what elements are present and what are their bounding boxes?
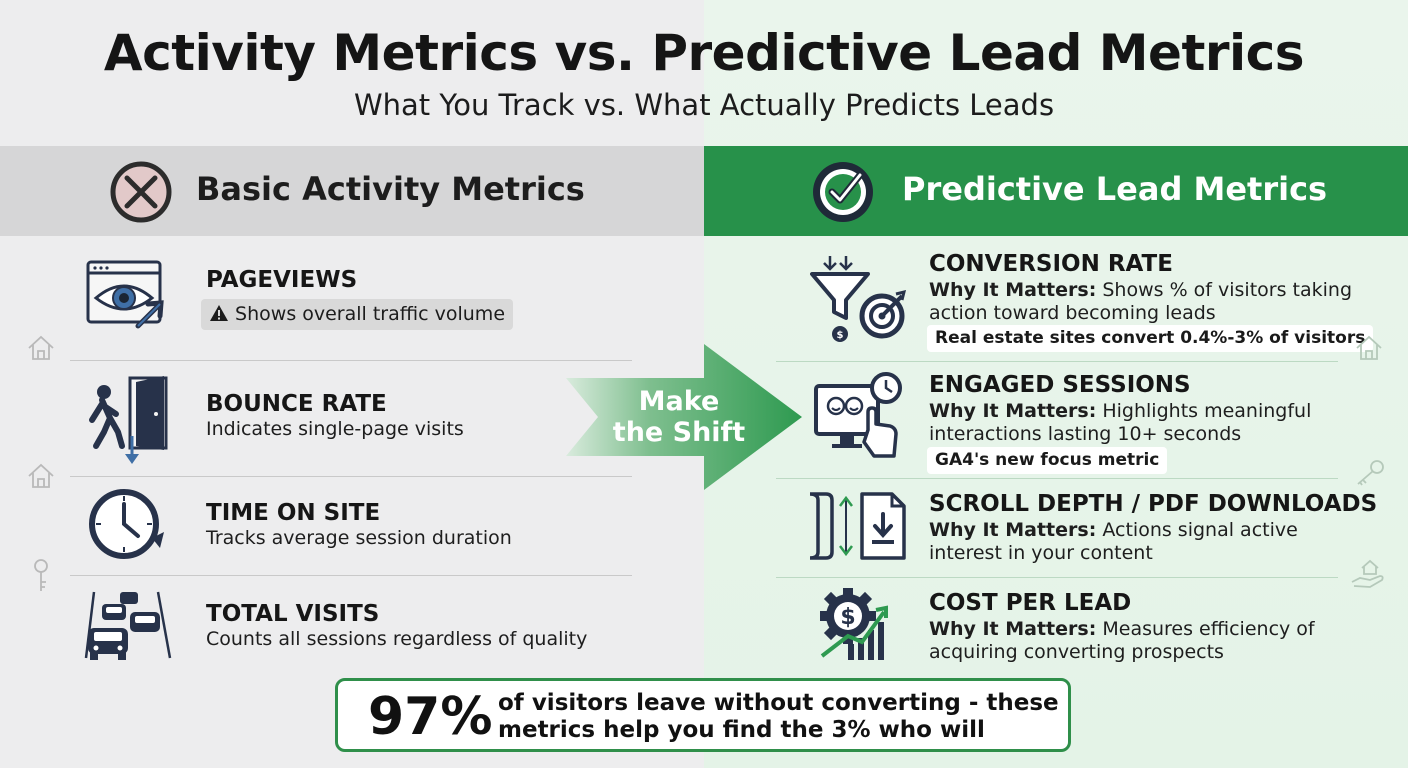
svg-text:$: $ [840,605,855,630]
funnel-target-icon: $ [810,256,906,342]
gear-dollar-chart-icon: $ [820,588,888,660]
metric-desc-scroll-depth: Why It Matters: Actions signal active in… [929,519,1298,565]
callout-percent: 97% [368,687,493,747]
metric-desc-line2: acquiring converting prospects [929,641,1224,663]
warning-icon [210,305,228,321]
left-column-heading: Basic Activity Metrics [196,170,585,208]
shift-arrow-line2: the Shift [612,417,746,448]
scroll-download-icon [809,492,906,560]
metric-desc-total-visits: Counts all sessions regardless of qualit… [206,628,588,650]
callout-line2: metrics help you find the 3% who will [498,717,985,743]
house-outline-icon [28,463,54,488]
why-it-matters-label: Why It Matters: [929,618,1097,640]
metric-badge-pageviews: Shows overall traffic volume [201,299,514,330]
metric-desc-line2: interest in your content [929,542,1153,564]
metric-desc-line1: Actions signal active [1102,519,1298,541]
svg-text:$: $ [837,330,844,341]
shift-arrow-label: Make the Shift [596,386,762,448]
divider [70,575,632,576]
cars-traffic-icon [84,591,172,660]
x-circle-icon [110,161,172,223]
why-it-matters-label: Why It Matters: [929,279,1097,301]
eye-browser-icon [86,260,164,329]
page-subtitle: What You Track vs. What Actually Predict… [353,88,1055,122]
shift-arrow-line1: Make [638,386,720,417]
house-outline-icon [28,335,54,360]
why-it-matters-label: Why It Matters: [929,519,1097,541]
metric-title-bounce-rate: BOUNCE RATE [206,391,387,417]
divider [776,577,1338,578]
metric-badge-text: Shows overall traffic volume [235,303,506,325]
metric-desc-line1: Measures efficiency of [1102,618,1315,640]
metric-desc-line1: Shows % of visitors taking [1102,279,1353,301]
why-it-matters-label: Why It Matters: [929,400,1097,422]
divider [776,478,1338,479]
metric-title-time-on-site: TIME ON SITE [206,500,381,526]
metric-title-cost-per-lead: COST PER LEAD [929,590,1132,616]
divider [70,360,632,361]
house-outline-icon [1356,335,1382,360]
callout-text: of visitors leave without converting - t… [498,690,1059,744]
metric-title-engaged-sessions: ENGAGED SESSIONS [929,372,1191,398]
metric-note-engaged-sessions: GA4's new focus metric [927,447,1168,474]
metric-desc-cost-per-lead: Why It Matters: Measures efficiency of a… [929,618,1315,664]
metric-desc-line1: Highlights meaningful [1102,400,1312,422]
metric-desc-time-on-site: Tracks average session duration [206,527,512,549]
divider [70,476,632,477]
right-column-heading: Predictive Lead Metrics [902,170,1328,208]
metric-desc-line2: interactions lasting 10+ seconds [929,423,1242,445]
bottom-callout: 97% of visitors leave without converting… [335,678,1071,752]
callout-line1: of visitors leave without converting - t… [498,690,1059,716]
metric-title-scroll-depth: SCROLL DEPTH / PDF DOWNLOADS [929,491,1378,517]
metric-title-conversion-rate: CONVERSION RATE [929,251,1173,277]
metric-desc-engaged-sessions: Why It Matters: Highlights meaningful in… [929,400,1311,446]
left-column-header: Basic Activity Metrics [0,146,704,236]
clock-icon [89,489,164,559]
metric-desc-conversion-rate: Why It Matters: Shows % of visitors taki… [929,279,1352,325]
metric-desc-bounce-rate: Indicates single-page visits [206,418,464,440]
metric-title-pageviews: PAGEVIEWS [206,267,358,293]
title-area: Activity Metrics vs. Predictive Lead Met… [0,0,1408,146]
shift-arrow [566,344,802,490]
right-column-header: Predictive Lead Metrics [704,146,1408,236]
check-circle-icon [813,162,873,222]
metric-desc-line2: action toward becoming leads [929,302,1216,324]
metric-title-total-visits: TOTAL VISITS [206,601,380,627]
metric-note-conversion-rate: Real estate sites convert 0.4%-3% of vis… [927,325,1374,352]
person-exit-door-icon [89,376,168,464]
divider [776,361,1338,362]
key-outline-icon [1357,460,1384,486]
monitor-click-icon [814,372,902,458]
hand-house-icon [1351,559,1384,588]
key-outline-icon [34,559,48,591]
page-title: Activity Metrics vs. Predictive Lead Met… [103,24,1305,82]
